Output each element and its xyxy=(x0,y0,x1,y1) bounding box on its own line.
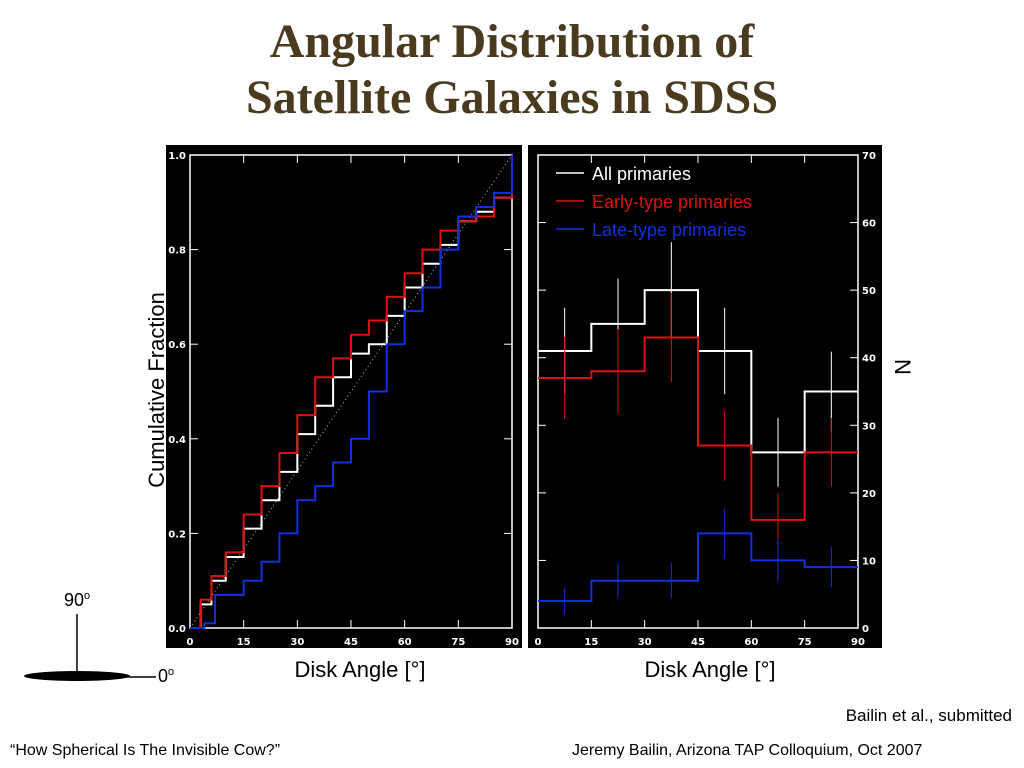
x-tick-label: 75 xyxy=(451,637,465,648)
x-tick-label: 75 xyxy=(798,637,812,648)
y-tick-label: 60 xyxy=(862,219,876,230)
x-tick-label: 45 xyxy=(691,637,705,648)
histogram-step-all xyxy=(538,289,858,454)
left-x-axis-label: Disk Angle [°] xyxy=(294,657,426,682)
angle-label-90: 90o xyxy=(64,590,91,610)
y-tick-label: 20 xyxy=(862,489,876,500)
footer-talk-title: “How Spherical Is The Invisible Cow?” xyxy=(10,742,281,759)
disk-ellipse-icon xyxy=(24,671,130,681)
x-tick-label: 90 xyxy=(505,637,519,648)
legend-label-all: All primaries xyxy=(592,164,691,184)
right-y-axis-label: N xyxy=(890,359,915,375)
x-tick-label: 0 xyxy=(535,637,542,648)
x-tick-label: 60 xyxy=(744,637,758,648)
y-tick-label: 1.0 xyxy=(168,151,186,162)
left-y-axis-label: Cumulative Fraction xyxy=(144,292,169,488)
legend-label-early: Early-type primaries xyxy=(592,192,752,212)
x-tick-label: 60 xyxy=(398,637,412,648)
y-tick-label: 0.4 xyxy=(168,435,186,446)
x-tick-label: 15 xyxy=(584,637,598,648)
x-tick-label: 45 xyxy=(344,637,358,648)
cumulative-line-late xyxy=(190,155,513,629)
disk-orientation-diagram xyxy=(24,614,156,681)
x-tick-label: 0 xyxy=(187,637,194,648)
credit-text: Bailin et al., submitted xyxy=(845,706,1012,725)
y-tick-label: 40 xyxy=(862,354,876,365)
x-tick-label: 15 xyxy=(237,637,251,648)
histogram-chart: 0 15 30 45 60 75 90 0 10 20 30 40 50 60 70 All primarie… xyxy=(528,145,882,648)
title-line-1: Angular Distribution of xyxy=(269,15,755,68)
y-tick-label: 10 xyxy=(862,556,876,567)
plot-background xyxy=(528,145,882,648)
x-tick-label: 90 xyxy=(851,637,865,648)
legend-label-late: Late-type primaries xyxy=(592,220,746,240)
y-tick-label: 0.2 xyxy=(168,529,186,540)
x-tick-label: 30 xyxy=(638,637,652,648)
y-tick-label: 0.6 xyxy=(168,340,186,351)
angle-label-0: 0o xyxy=(158,666,175,686)
y-tick-label: 0.0 xyxy=(168,624,186,635)
y-tick-label: 70 xyxy=(862,151,876,162)
y-tick-label: 30 xyxy=(862,421,876,432)
title-line-2: Satellite Galaxies in SDSS xyxy=(245,71,779,124)
y-tick-label: 0.8 xyxy=(168,246,186,257)
right-x-axis-label: Disk Angle [°] xyxy=(644,657,776,682)
histogram-step-early xyxy=(538,336,858,521)
y-tick-label: 0 xyxy=(862,624,869,635)
slide-title: Angular Distribution of Satellite Galaxi… xyxy=(0,14,1024,126)
histogram-step-late xyxy=(538,532,858,602)
footer-speaker: Jeremy Bailin, Arizona TAP Colloquium, O… xyxy=(572,742,923,759)
y-tick-label: 50 xyxy=(862,286,876,297)
cumulative-fraction-chart: 0 15 30 45 60 75 90 0.0 0.2 0.4 0.6 0.8 1.0 xyxy=(166,145,522,648)
x-tick-label: 30 xyxy=(290,637,304,648)
